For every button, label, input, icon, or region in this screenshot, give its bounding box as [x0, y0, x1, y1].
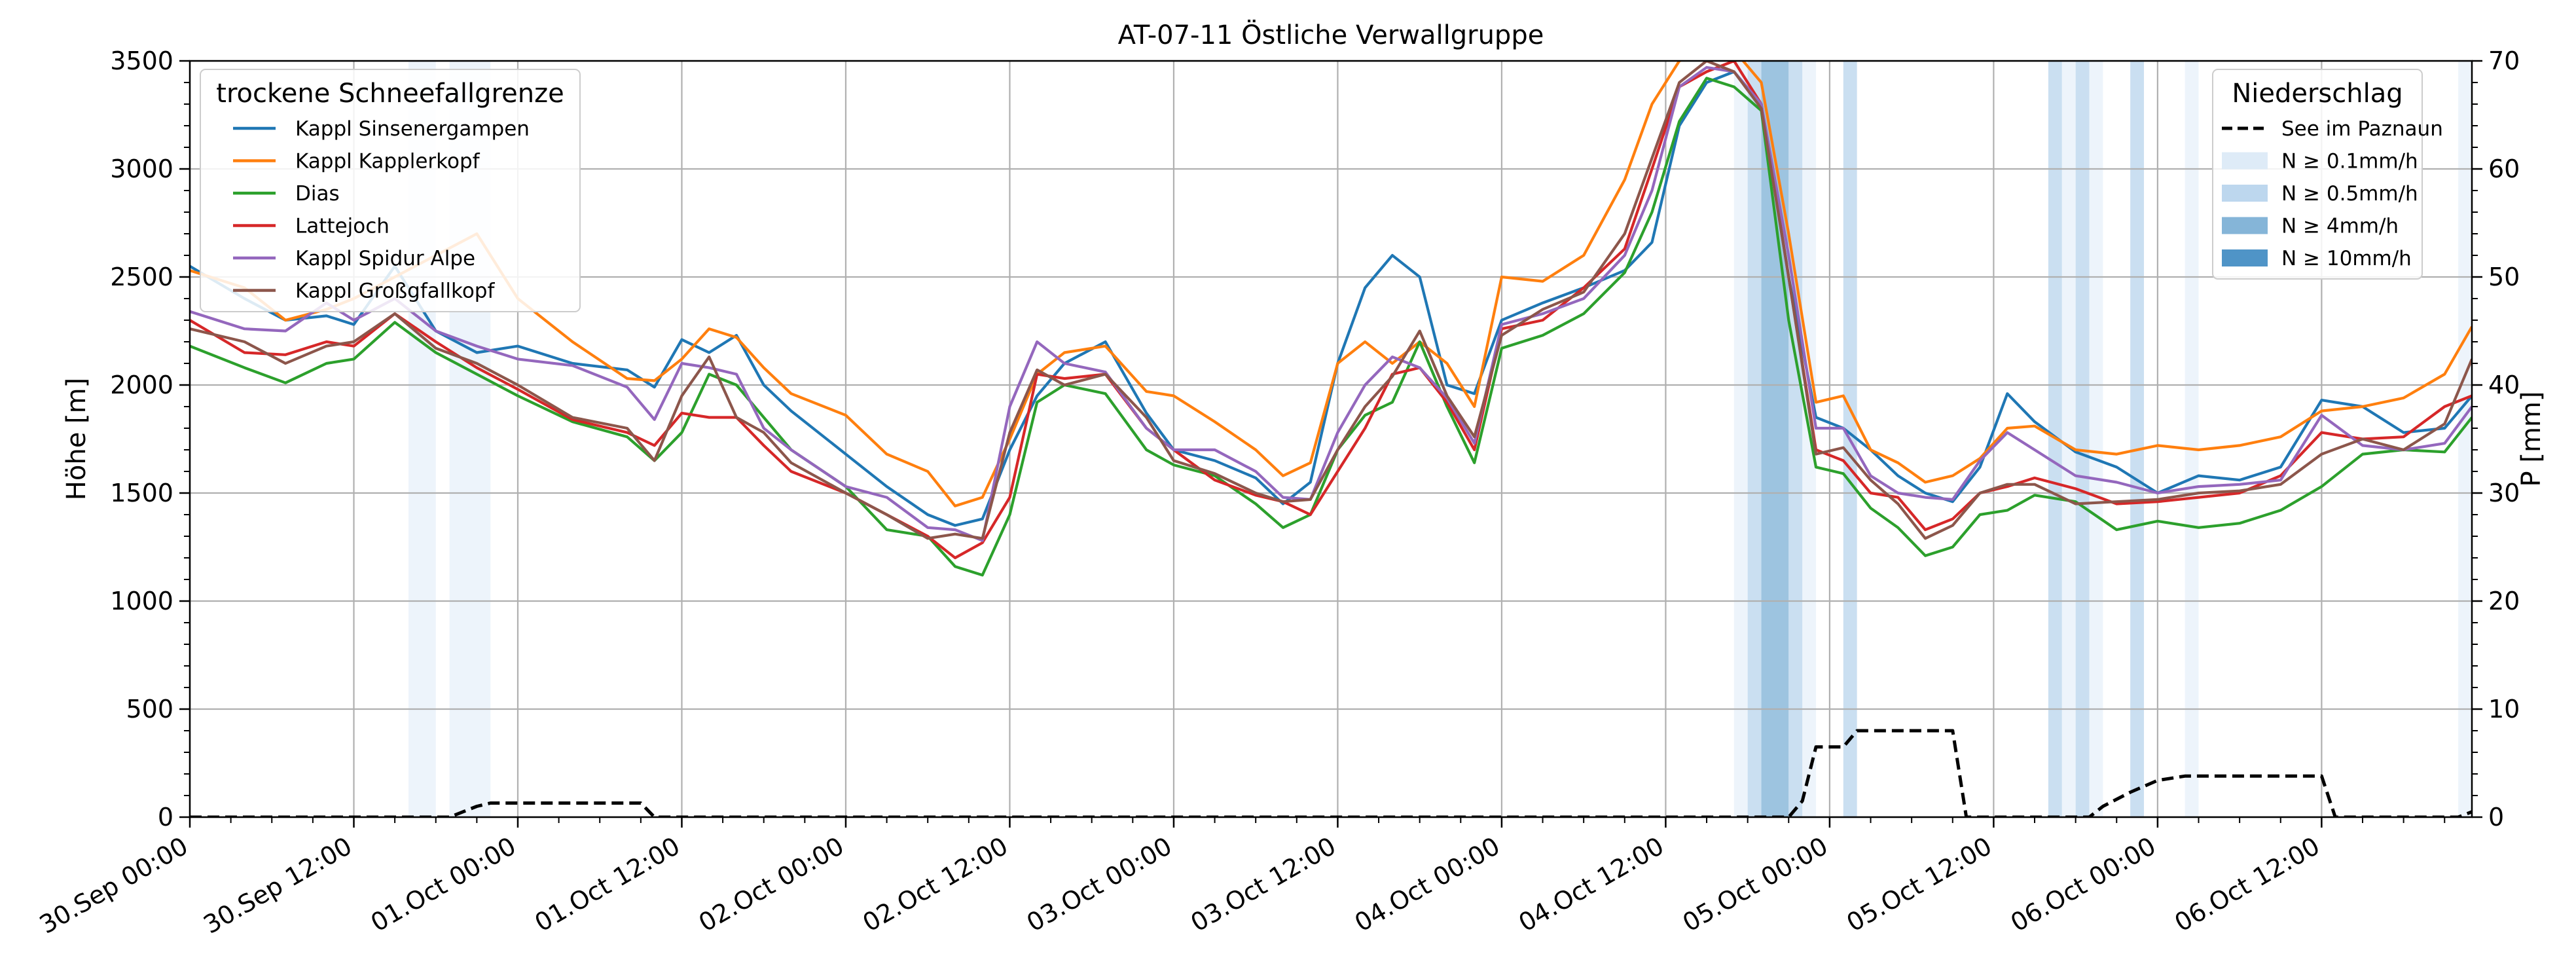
- legend-precip-band-swatch-3: [2222, 249, 2268, 266]
- precip-band-13: [2185, 61, 2199, 817]
- y-left-tick-label-6: 3000: [110, 155, 173, 183]
- series-line-4: [190, 65, 2472, 542]
- legend-snow-label-3: Lattejoch: [295, 215, 390, 238]
- y-axis-label-left: Höhe [m]: [62, 378, 92, 500]
- series-line-1: [190, 61, 2472, 507]
- y-right-tick-label-4: 40: [2488, 371, 2520, 399]
- plot-frame: [189, 60, 2473, 818]
- precip-band-12: [2130, 61, 2145, 817]
- legend-snow: trockene Schneefallgrenze Kappl Sinsenerg…: [200, 69, 581, 312]
- y-right-tick-label-1: 10: [2488, 695, 2520, 724]
- legend-snow-title: trockene Schneefallgrenze: [216, 79, 564, 109]
- series-line-3: [190, 61, 2472, 560]
- legend-precip-band-swatch-1: [2222, 185, 2268, 202]
- legend-precip-band-swatch-2: [2222, 217, 2268, 234]
- precip-band-9: [2061, 61, 2076, 817]
- precip-band-5: [1788, 61, 1803, 817]
- y-left-tick-label-5: 2500: [110, 263, 173, 291]
- legend-snow-label-2: Dias: [295, 182, 340, 206]
- y-right-tick-label-5: 50: [2488, 263, 2520, 291]
- y-right-tick-label-0: 0: [2488, 803, 2504, 832]
- precip-band-11: [2089, 61, 2103, 817]
- chart-title: AT-07-11 Östliche Verwallgruppe: [1118, 19, 1544, 50]
- y-left-tick-label-0: 0: [158, 803, 173, 832]
- y-right-tick-label-3: 30: [2488, 479, 2520, 507]
- precip-band-14: [2458, 61, 2472, 817]
- precip-band-10: [2075, 61, 2090, 817]
- series-line-0: [190, 70, 2472, 527]
- legend-precip-band-swatch-0: [2222, 152, 2268, 170]
- y-left-tick-label-1: 500: [126, 695, 173, 724]
- series-line-5: [190, 61, 2472, 540]
- legend-precip-band-label-2: N ≥ 4mm/h: [2281, 215, 2399, 238]
- legend-precip-title: Niederschlag: [2232, 79, 2403, 109]
- y-left-tick-label-4: 2000: [110, 371, 173, 399]
- legend-precip-band-label-1: N ≥ 0.5mm/h: [2281, 182, 2418, 206]
- legend-snow-label-1: Kappl Kapplerkopf: [295, 150, 481, 174]
- legend-precip-band-label-3: N ≥ 10mm/h: [2281, 247, 2412, 270]
- precip-band-3: [1747, 61, 1762, 817]
- legend-snow-label-5: Kappl Großgfallkopf: [295, 280, 495, 303]
- y-left-tick-label-7: 3500: [110, 46, 173, 75]
- series-line-2: [190, 77, 2472, 577]
- series-line-6: [190, 729, 2472, 817]
- y-axis-label-right: P [mm]: [2516, 392, 2547, 487]
- y-right-tick-label-7: 70: [2488, 46, 2520, 75]
- y-left-tick-label-3: 1500: [110, 479, 173, 507]
- precip-band-6: [1802, 61, 1817, 817]
- legend-precip: Niederschlag See im Paznaun N ≥ 0.1mm/h N ≥…: [2212, 69, 2443, 280]
- legend-snow-label-0: Kappl Sinsenergampen: [295, 117, 530, 141]
- series-lines: [190, 61, 2472, 817]
- y-left-tick-label-2: 1000: [110, 587, 173, 615]
- precip-band-2: [1733, 61, 1748, 817]
- legend-precip-band-label-0: N ≥ 0.1mm/h: [2281, 150, 2418, 174]
- legend-precip-line-label: See im Paznaun: [2281, 117, 2443, 141]
- y-right-tick-label-2: 20: [2488, 587, 2520, 615]
- legend-snow-box: [200, 69, 581, 312]
- legend-snow-label-4: Kappl Spidur Alpe: [295, 247, 475, 270]
- y-right-tick-label-6: 60: [2488, 155, 2520, 183]
